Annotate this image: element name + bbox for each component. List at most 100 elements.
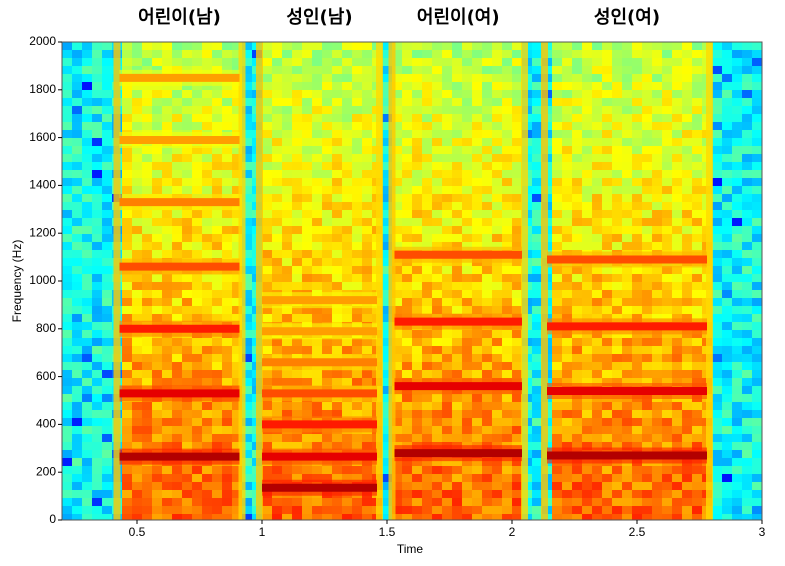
texture-cell [712,250,723,259]
texture-cell [342,130,353,139]
texture-cell [452,234,463,243]
texture-cell [72,122,83,131]
texture-cell [722,98,733,107]
texture-cell [722,202,733,211]
texture-cell [342,90,353,99]
texture-cell [752,218,763,227]
texture-cell [672,298,683,307]
texture-cell [122,298,133,307]
texture-cell [292,274,303,283]
texture-cell [742,474,753,483]
texture-cell [662,218,673,227]
texture-cell [672,194,683,203]
texture-cell [472,514,483,523]
texture-cell [562,42,573,51]
texture-cell [532,466,543,475]
texture-cell [502,498,513,507]
texture-cell [182,242,193,251]
texture-cell [452,194,463,203]
texture-cell [632,122,643,131]
texture-cell [572,474,583,483]
texture-cell [192,58,203,67]
texture-cell [752,250,763,259]
texture-cell [742,490,753,499]
texture-cell [552,346,563,355]
texture-cell [742,466,753,475]
texture-cell [422,42,433,51]
texture-cell [442,226,453,235]
texture-cell [442,74,453,83]
texture-cell [442,82,453,91]
offset-band [376,42,383,520]
texture-cell [262,106,273,115]
texture-cell [662,154,673,163]
texture-cell [92,250,103,259]
texture-cell [62,42,73,51]
texture-cell [92,474,103,483]
texture-cell [422,194,433,203]
texture-cell [62,162,73,171]
texture-cell [332,130,343,139]
texture-cell [292,338,303,347]
texture-cell [172,434,183,443]
texture-cell [592,482,603,491]
texture-cell [192,114,203,123]
texture-cell [212,402,223,411]
texture-cell [722,314,733,323]
texture-cell [482,394,493,403]
texture-cell [492,218,503,227]
texture-cell [292,98,303,107]
texture-cell [272,82,283,91]
texture-cell [92,106,103,115]
texture-cell [362,42,373,51]
texture-cell [202,506,213,515]
texture-cell [352,178,363,187]
texture-cell [282,138,293,147]
texture-cell [562,194,573,203]
texture-cell [322,58,333,67]
texture-cell [92,282,103,291]
texture-cell [532,226,543,235]
texture-cell [72,154,83,163]
texture-cell [482,410,493,419]
texture-cell [552,170,563,179]
texture-cell [202,178,213,187]
texture-cell [652,506,663,515]
texture-cell [142,354,153,363]
texture-cell [162,306,173,315]
texture-cell [412,394,423,403]
texture-cell [322,250,333,259]
texture-cell [212,506,223,515]
texture-cell [652,426,663,435]
texture-cell [512,474,523,483]
texture-cell [492,178,503,187]
texture-cell [412,410,423,419]
texture-cell [742,378,753,387]
texture-cell [422,338,433,347]
texture-cell [402,338,413,347]
texture-cell [492,170,503,179]
texture-cell [532,114,543,123]
texture-cell [182,50,193,59]
texture-cell [362,338,373,347]
texture-cell [612,506,623,515]
texture-cell [732,378,743,387]
texture-cell [572,130,583,139]
texture-cell [62,266,73,275]
texture-cell [582,114,593,123]
texture-cell [352,282,363,291]
texture-cell [62,82,73,91]
texture-cell [332,434,343,443]
texture-cell [272,338,283,347]
texture-cell [592,354,603,363]
texture-cell [162,354,173,363]
texture-cell [492,482,503,491]
texture-cell [82,42,93,51]
texture-cell [322,50,333,59]
texture-cell [462,234,473,243]
texture-cell [322,274,333,283]
texture-cell [172,42,183,51]
texture-cell [682,170,693,179]
texture-cell [472,482,483,491]
texture-cell [502,74,513,83]
